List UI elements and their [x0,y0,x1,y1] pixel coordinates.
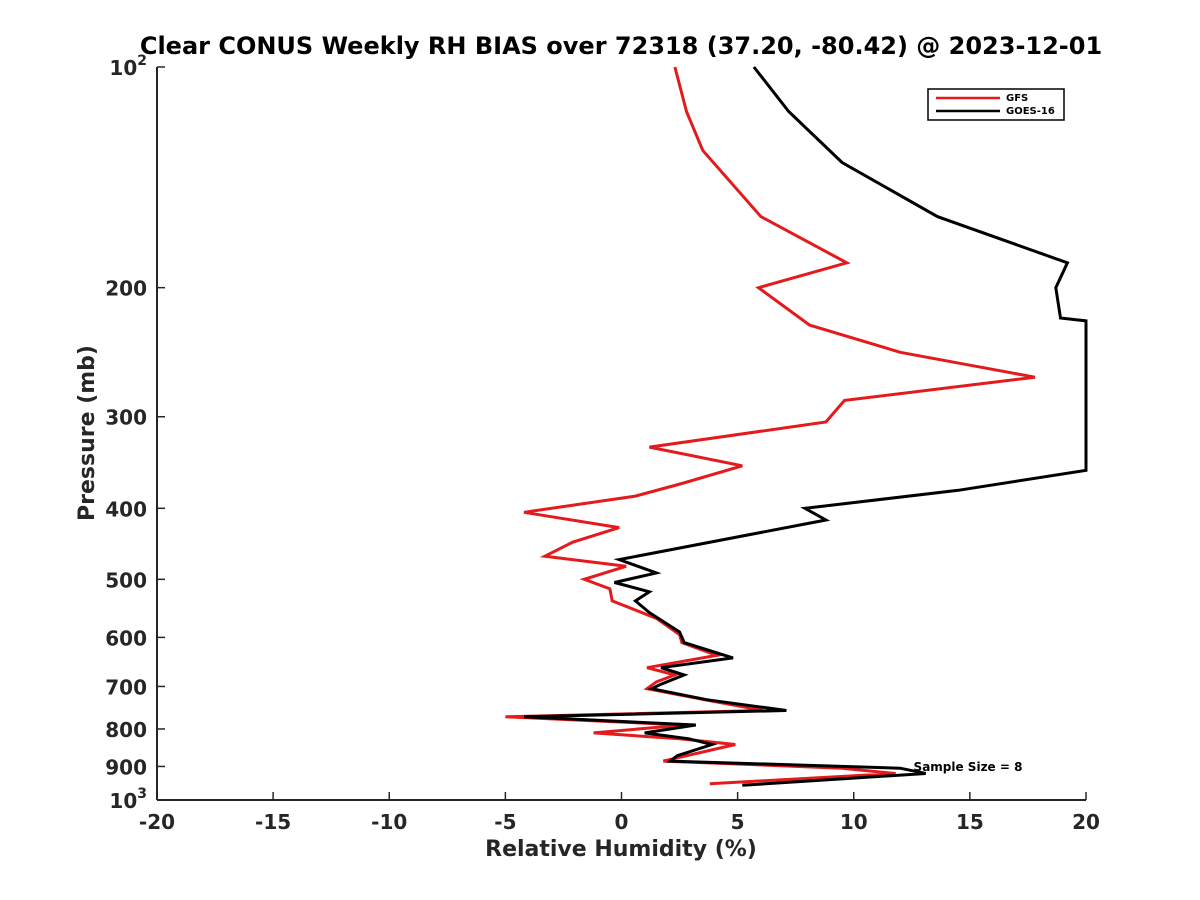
plot-area [156,66,1088,801]
y-axis-ticks: 102 200 300 400 500 600 700 800 900 103 [105,53,165,813]
y-tick-label: 400 [105,497,147,521]
x-tick-label: -10 [371,810,407,834]
y-tick-label: 500 [105,568,147,592]
y-axis-label: Pressure (mb) [75,345,100,521]
series-layer [505,66,1088,787]
legend-label-gfs: GFS [1006,93,1028,104]
y-tick-label: 200 [105,277,147,301]
y-tick-label: 600 [105,626,147,650]
x-tick-label: 5 [731,810,745,834]
x-tick-label: -15 [255,810,291,834]
x-tick-label: 15 [956,810,984,834]
x-tick-label: 20 [1072,810,1100,834]
sample-size-annotation: Sample Size = 8 [914,760,1023,774]
y-tick-label: 300 [105,406,147,430]
chart-title: Clear CONUS Weekly RH BIAS over 72318 (3… [140,32,1102,60]
x-axis-label: Relative Humidity (%) [485,837,757,862]
x-tick-label: -20 [139,810,175,834]
y-tick-label: 103 [109,786,147,813]
series-line-goes16 [523,66,1088,787]
series-line-gfs [505,66,1036,786]
legend-box [927,88,1065,121]
x-axis-ticks: -20 -15 -10 -5 0 5 10 15 20 [139,792,1100,834]
y-tick-label: 900 [105,755,147,779]
plot-background [157,67,1086,800]
y-tick-label: 102 [109,53,147,80]
y-tick-label: 800 [105,718,147,742]
x-tick-label: -5 [494,810,516,834]
x-tick-label: 0 [615,810,629,834]
y-tick-label: 700 [105,675,147,699]
legend: GFS GOES-16 [927,88,1065,121]
x-tick-label: 10 [840,810,868,834]
legend-label-goes16: GOES-16 [1006,106,1055,117]
